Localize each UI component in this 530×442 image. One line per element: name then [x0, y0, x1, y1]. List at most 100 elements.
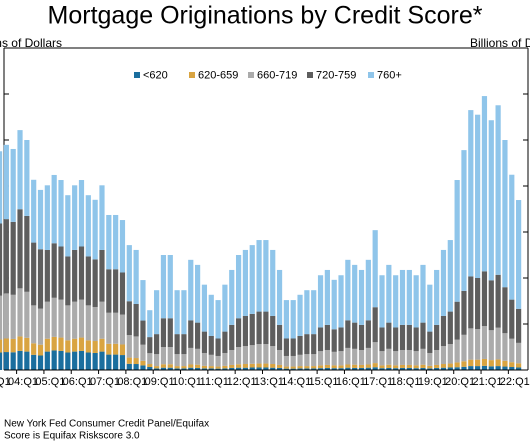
- bar-segment: [495, 359, 501, 367]
- bar-segment: [365, 364, 371, 368]
- bar-segment: [372, 342, 378, 364]
- bar-segment: [270, 367, 276, 370]
- bar-segment: [222, 284, 228, 332]
- bar-segment: [242, 364, 249, 368]
- bar-segment: [516, 200, 522, 309]
- bar-segment: [58, 350, 64, 370]
- bar-segment: [304, 334, 310, 355]
- bar-segment: [468, 110, 474, 277]
- bar-segment: [502, 360, 508, 367]
- bar-segment: [160, 367, 167, 370]
- bar-segment: [454, 180, 460, 302]
- bar-segment: [263, 363, 269, 368]
- bar-segment: [188, 364, 194, 368]
- bar-segment: [72, 185, 78, 250]
- bar-segment: [331, 279, 337, 330]
- bar-segment: [345, 367, 351, 370]
- bar-segment: [181, 290, 187, 335]
- bar-segment: [215, 366, 221, 369]
- bar-segment: [475, 278, 481, 330]
- bar-segment: [119, 355, 126, 370]
- bar-segment: [475, 359, 481, 367]
- bar-segment: [65, 305, 71, 341]
- bar-segment: [126, 363, 132, 370]
- bar-segment: [413, 368, 419, 370]
- bar-segment: [160, 318, 167, 347]
- bar-segment: [297, 366, 303, 369]
- legend-swatch: [189, 72, 195, 78]
- bar-segment: [358, 364, 365, 368]
- bar-segment: [215, 355, 221, 367]
- bar-segment: [174, 368, 180, 370]
- bar-segment: [113, 312, 119, 344]
- bar-segment: [167, 318, 173, 347]
- bar-segment: [331, 329, 337, 352]
- bar-segment: [10, 294, 16, 339]
- bar-segment: [509, 174, 515, 300]
- bar-segment: [195, 348, 201, 365]
- bar-segment: [17, 336, 23, 351]
- bar-segment: [386, 322, 392, 349]
- bar-segment: [215, 338, 221, 356]
- bar-segment: [119, 314, 126, 345]
- bar-segment: [516, 342, 522, 364]
- bar-segment: [420, 348, 426, 365]
- bar-segment: [481, 271, 488, 327]
- bar-segment: [92, 259, 98, 307]
- bar-segment: [283, 300, 289, 339]
- y-axis-label-right: Billions of Dollars: [470, 36, 530, 50]
- bar-segment: [468, 276, 474, 329]
- bar-segment: [10, 148, 16, 222]
- bar-segment: [44, 185, 50, 250]
- bar-segment: [461, 150, 467, 291]
- bar-segment: [454, 339, 460, 363]
- bar-segment: [276, 364, 283, 368]
- bar-segment: [331, 351, 337, 366]
- bar-segment: [283, 338, 289, 356]
- bar-segment: [420, 367, 426, 370]
- bar-segment: [509, 338, 515, 363]
- bar-segment: [311, 334, 317, 355]
- bar-segment: [461, 290, 467, 335]
- bar-segment: [167, 347, 173, 365]
- bar-segment: [174, 290, 180, 335]
- bar-segment: [119, 220, 126, 273]
- bar-segment: [99, 338, 105, 352]
- bar-segment: [119, 272, 126, 315]
- bar-segment: [188, 320, 194, 348]
- bar-segment: [195, 264, 201, 323]
- bar-segment: [352, 322, 358, 349]
- bar-segment: [365, 259, 371, 321]
- bar-segment: [468, 328, 474, 360]
- bar-segment: [481, 96, 488, 272]
- bar-segment: [454, 362, 460, 368]
- bar-segment: [195, 322, 201, 349]
- bar-segment: [0, 295, 3, 340]
- bar-segment: [222, 331, 228, 353]
- bar-segment: [516, 363, 522, 368]
- bar-segment: [92, 341, 98, 353]
- bar-segment: [106, 214, 112, 270]
- bar-segment: [85, 305, 91, 341]
- bar-segment: [140, 365, 146, 370]
- bar-segment: [17, 350, 23, 370]
- bar-segment: [113, 269, 119, 313]
- bar-segment: [399, 367, 406, 370]
- bar-segment: [372, 363, 378, 368]
- bar-segment: [65, 195, 71, 257]
- bar-segment: [502, 333, 508, 361]
- bar-segment: [78, 350, 85, 370]
- bar-segment: [434, 324, 440, 350]
- bar-segment: [420, 322, 426, 349]
- bar-segment: [37, 308, 44, 345]
- bar-segment: [140, 280, 146, 321]
- bar-segment: [181, 368, 187, 370]
- bar-segment: [317, 351, 324, 366]
- bar-segment: [222, 352, 228, 366]
- x-tick-label: 17:Q1: [363, 376, 393, 388]
- bar-segment: [358, 349, 365, 365]
- bar-segment: [92, 352, 98, 370]
- bar-segment: [276, 349, 283, 365]
- bar-segment: [3, 219, 9, 294]
- bar-segment: [324, 269, 330, 325]
